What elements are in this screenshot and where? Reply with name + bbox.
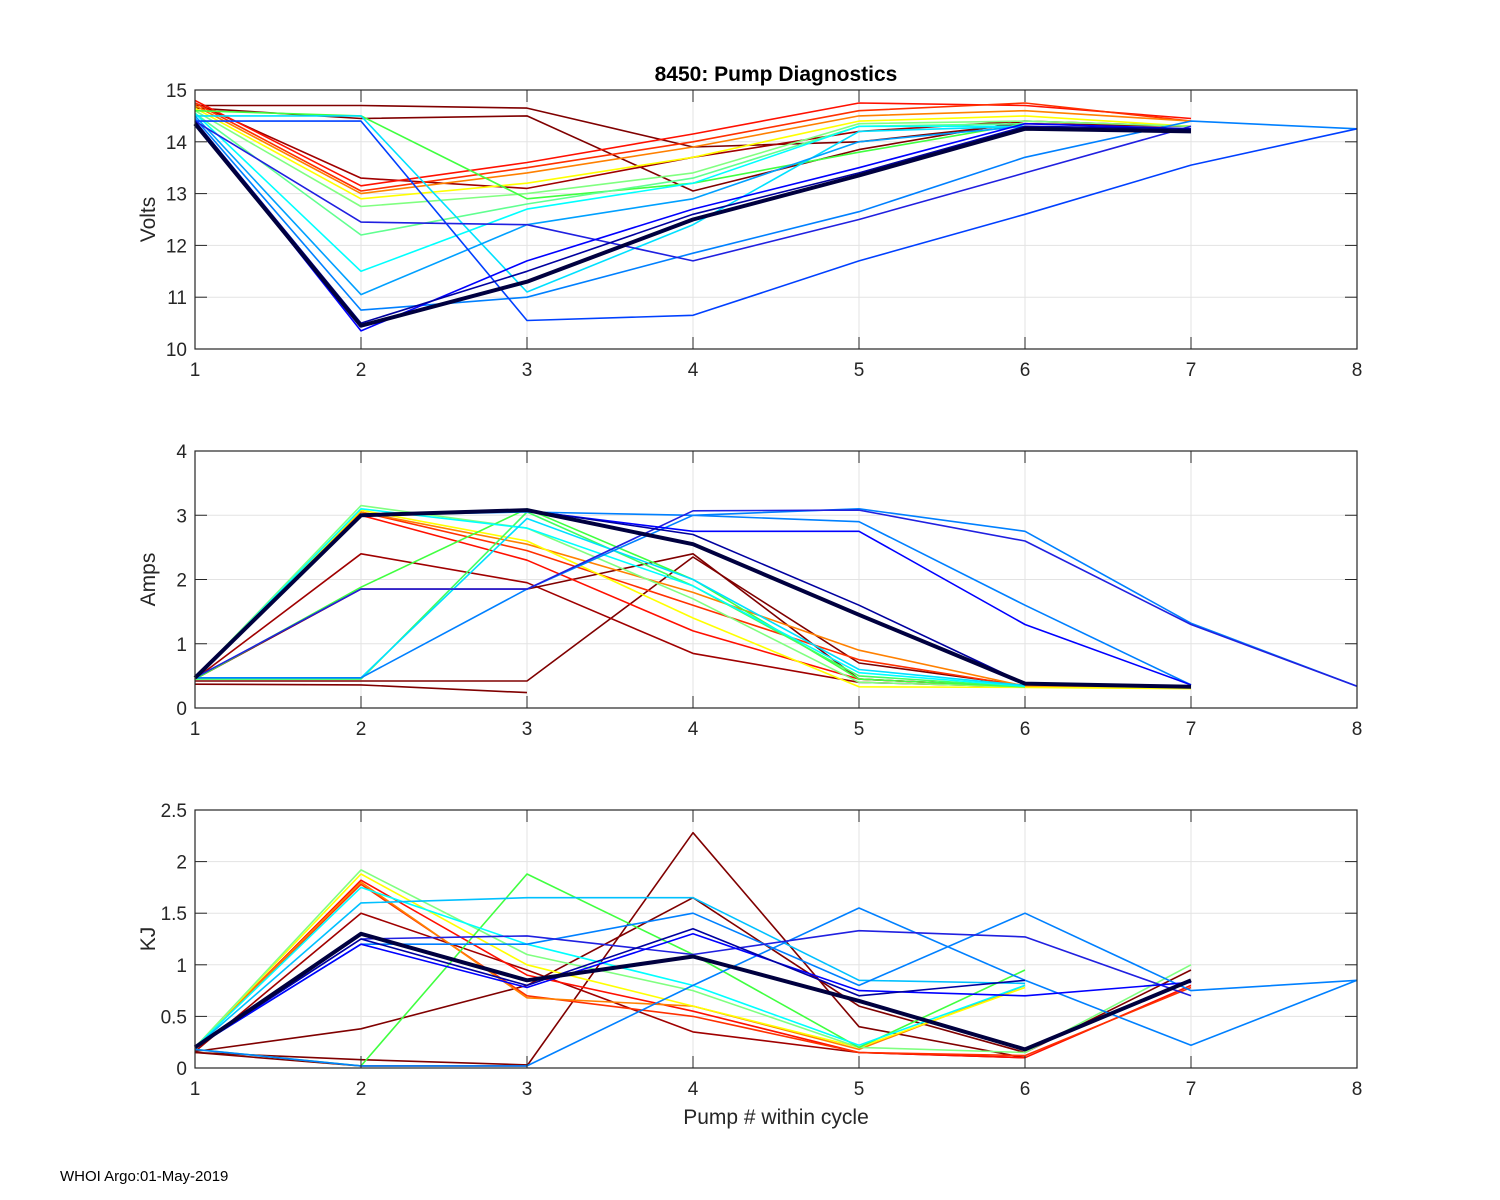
x-tick-label: 1 xyxy=(190,360,201,381)
series-line-cyan-a xyxy=(194,112,1025,273)
x-tick-label: 5 xyxy=(854,719,865,740)
footer-credit: WHOI Argo:01-May-2019 xyxy=(60,1168,229,1185)
y-tick-label: 1 xyxy=(176,956,187,977)
series-line-navy-latest xyxy=(193,122,1192,328)
series-line-red-b xyxy=(194,102,1192,192)
axes-box xyxy=(194,809,1358,1069)
series-line-yellow xyxy=(194,873,1026,1049)
series-line-navy-a xyxy=(194,927,1026,1049)
series-line-lightblue-a xyxy=(194,907,1358,1067)
series-line-navy-latest xyxy=(193,508,1192,689)
x-tick-label: 7 xyxy=(1186,360,1197,381)
x-tick-label: 2 xyxy=(356,719,367,740)
series-line-green-a xyxy=(194,110,1192,208)
x-tick-label: 6 xyxy=(1020,719,1031,740)
y-tick-label: 11 xyxy=(167,288,187,309)
series-line-blue-a xyxy=(195,120,1358,322)
x-tick-label: 6 xyxy=(1020,360,1031,381)
series-line-blue-a xyxy=(194,509,1358,687)
series-line-cyan-b xyxy=(195,115,1026,293)
series-line-lightblue-b xyxy=(194,117,1358,311)
x-tick-label: 2 xyxy=(356,360,367,381)
x-tick-label: 1 xyxy=(190,719,201,740)
x-tick-label: 3 xyxy=(522,360,533,381)
x-tick-label: 8 xyxy=(1352,360,1363,381)
series-line-blue-c xyxy=(194,120,1192,332)
x-tick-label: 7 xyxy=(1186,719,1197,740)
y-tick-label: 10 xyxy=(166,340,187,361)
series-line-early-1 xyxy=(194,683,528,694)
x-tick-label: 2 xyxy=(356,1079,367,1100)
y-axis-label: Amps xyxy=(137,553,160,607)
series-line-yellow xyxy=(194,107,1192,200)
y-tick-label: 2 xyxy=(176,853,187,874)
series-line-orange xyxy=(194,104,1192,195)
x-tick-label: 4 xyxy=(688,719,699,740)
series-line-red-a xyxy=(194,99,1192,187)
y-tick-label: 1.5 xyxy=(161,904,187,925)
series-line-green-a xyxy=(194,504,1026,688)
series-line-navy-latest xyxy=(193,931,1192,1052)
series-line-green-b xyxy=(194,507,1026,688)
x-axis-label: Pump # within cycle xyxy=(683,1106,869,1129)
y-axis-label: KJ xyxy=(137,927,160,952)
y-tick-label: 0 xyxy=(176,699,187,720)
series-line-lightblue-a xyxy=(195,507,1358,687)
y-tick-label: 0.5 xyxy=(161,1007,187,1028)
series-line-early-2 xyxy=(195,556,1026,687)
y-tick-label: 14 xyxy=(166,133,188,154)
x-tick-label: 7 xyxy=(1186,1079,1197,1100)
x-tick-label: 4 xyxy=(688,360,699,381)
series-line-lightblue-a xyxy=(194,115,1026,296)
kj-panel: 1 2 3 4 5 6 7 8 0 0.5 1 1.5 2 2.5 KJ xyxy=(137,801,1362,1100)
series-line-lightblue-b xyxy=(194,912,1358,1049)
x-tick-label: 1 xyxy=(190,1079,201,1100)
x-tick-label: 8 xyxy=(1352,1079,1363,1100)
y-tick-label: 0 xyxy=(176,1059,187,1080)
y-axis-label: Volts xyxy=(137,197,160,243)
x-tick-label: 3 xyxy=(522,719,533,740)
series-line-early-3 xyxy=(194,102,1026,190)
series-line-blue-b xyxy=(194,120,1192,262)
y-tick-label: 15 xyxy=(166,81,187,102)
series-line-cyan-a xyxy=(194,886,1026,1048)
y-tick-label: 4 xyxy=(176,442,187,463)
x-tick-label: 5 xyxy=(854,1079,865,1100)
y-tick-label: 1 xyxy=(176,635,187,656)
series-line-cyan-a xyxy=(194,507,1026,687)
series-line-blue-b xyxy=(194,932,1192,1049)
series-line-red-b xyxy=(194,883,1192,1057)
x-tick-label: 6 xyxy=(1020,1079,1031,1100)
axes-box xyxy=(194,89,1358,350)
figure-title: 8450: Pump Diagnostics xyxy=(655,63,898,86)
x-tick-label: 3 xyxy=(522,1079,533,1100)
series-line-green-a xyxy=(194,869,1192,1054)
series-line-cyan-b xyxy=(194,896,1026,1049)
x-tick-label: 4 xyxy=(688,1079,699,1100)
y-tick-label: 12 xyxy=(166,236,187,257)
y-tick-label: 2.5 xyxy=(161,801,187,822)
y-tick-label: 3 xyxy=(176,506,187,527)
y-tick-label: 13 xyxy=(166,185,187,206)
series-line-yellow xyxy=(194,509,1192,690)
x-tick-label: 8 xyxy=(1352,719,1363,740)
x-tick-label: 5 xyxy=(854,360,865,381)
series-line-orange xyxy=(194,881,1026,1051)
y-tick-label: 2 xyxy=(176,571,187,592)
plot-area xyxy=(195,90,1357,349)
